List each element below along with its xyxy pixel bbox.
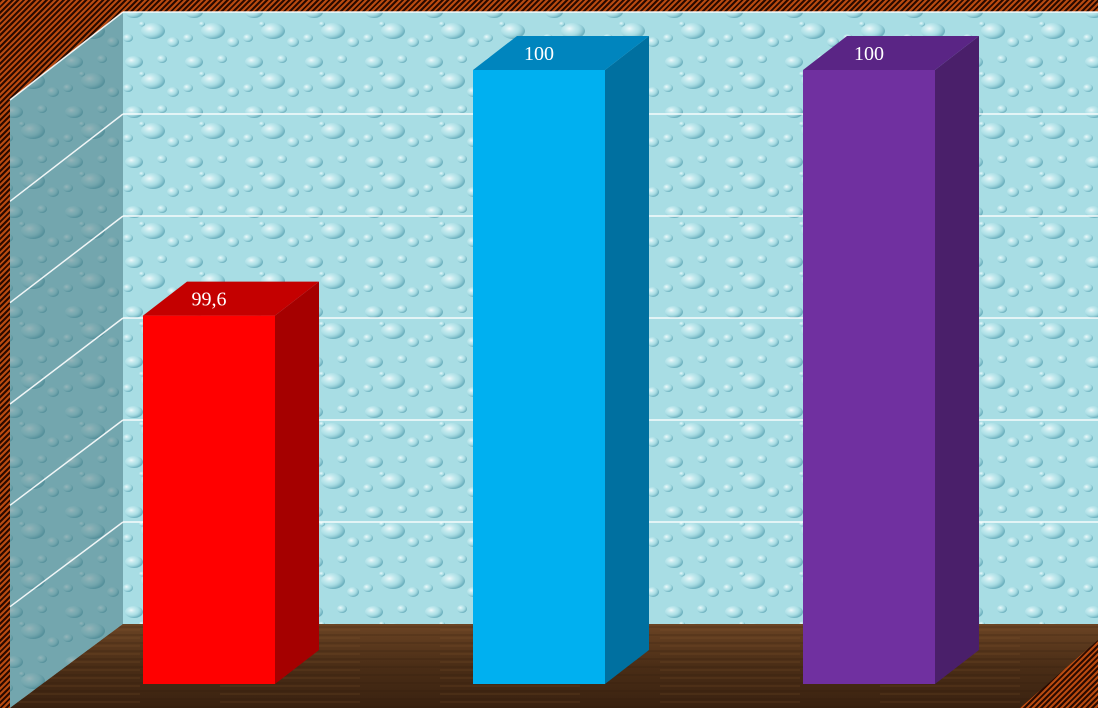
bar-side [605,36,649,684]
bar-top [143,281,319,316]
bar-front [473,70,605,684]
gridline [9,419,124,506]
bar-top [473,36,649,70]
data-label: 100 [524,43,554,65]
gridline [9,317,124,405]
data-label: 100 [854,43,884,65]
side-wall-shade [10,12,123,708]
bar-2 [473,36,649,684]
data-label: 99,6 [192,289,227,311]
bar-front [803,70,935,684]
bar-side [935,36,979,684]
gridline [9,113,124,202]
bars [143,36,979,684]
bar-1 [143,281,319,684]
gridline [9,215,124,304]
bar-front [143,315,275,684]
bar-side [275,281,319,684]
bar-3 [803,36,979,684]
gridline [9,521,124,608]
bar-top [803,36,979,70]
gridline [9,11,124,101]
data-labels: 99,6 100 100 [192,43,885,311]
